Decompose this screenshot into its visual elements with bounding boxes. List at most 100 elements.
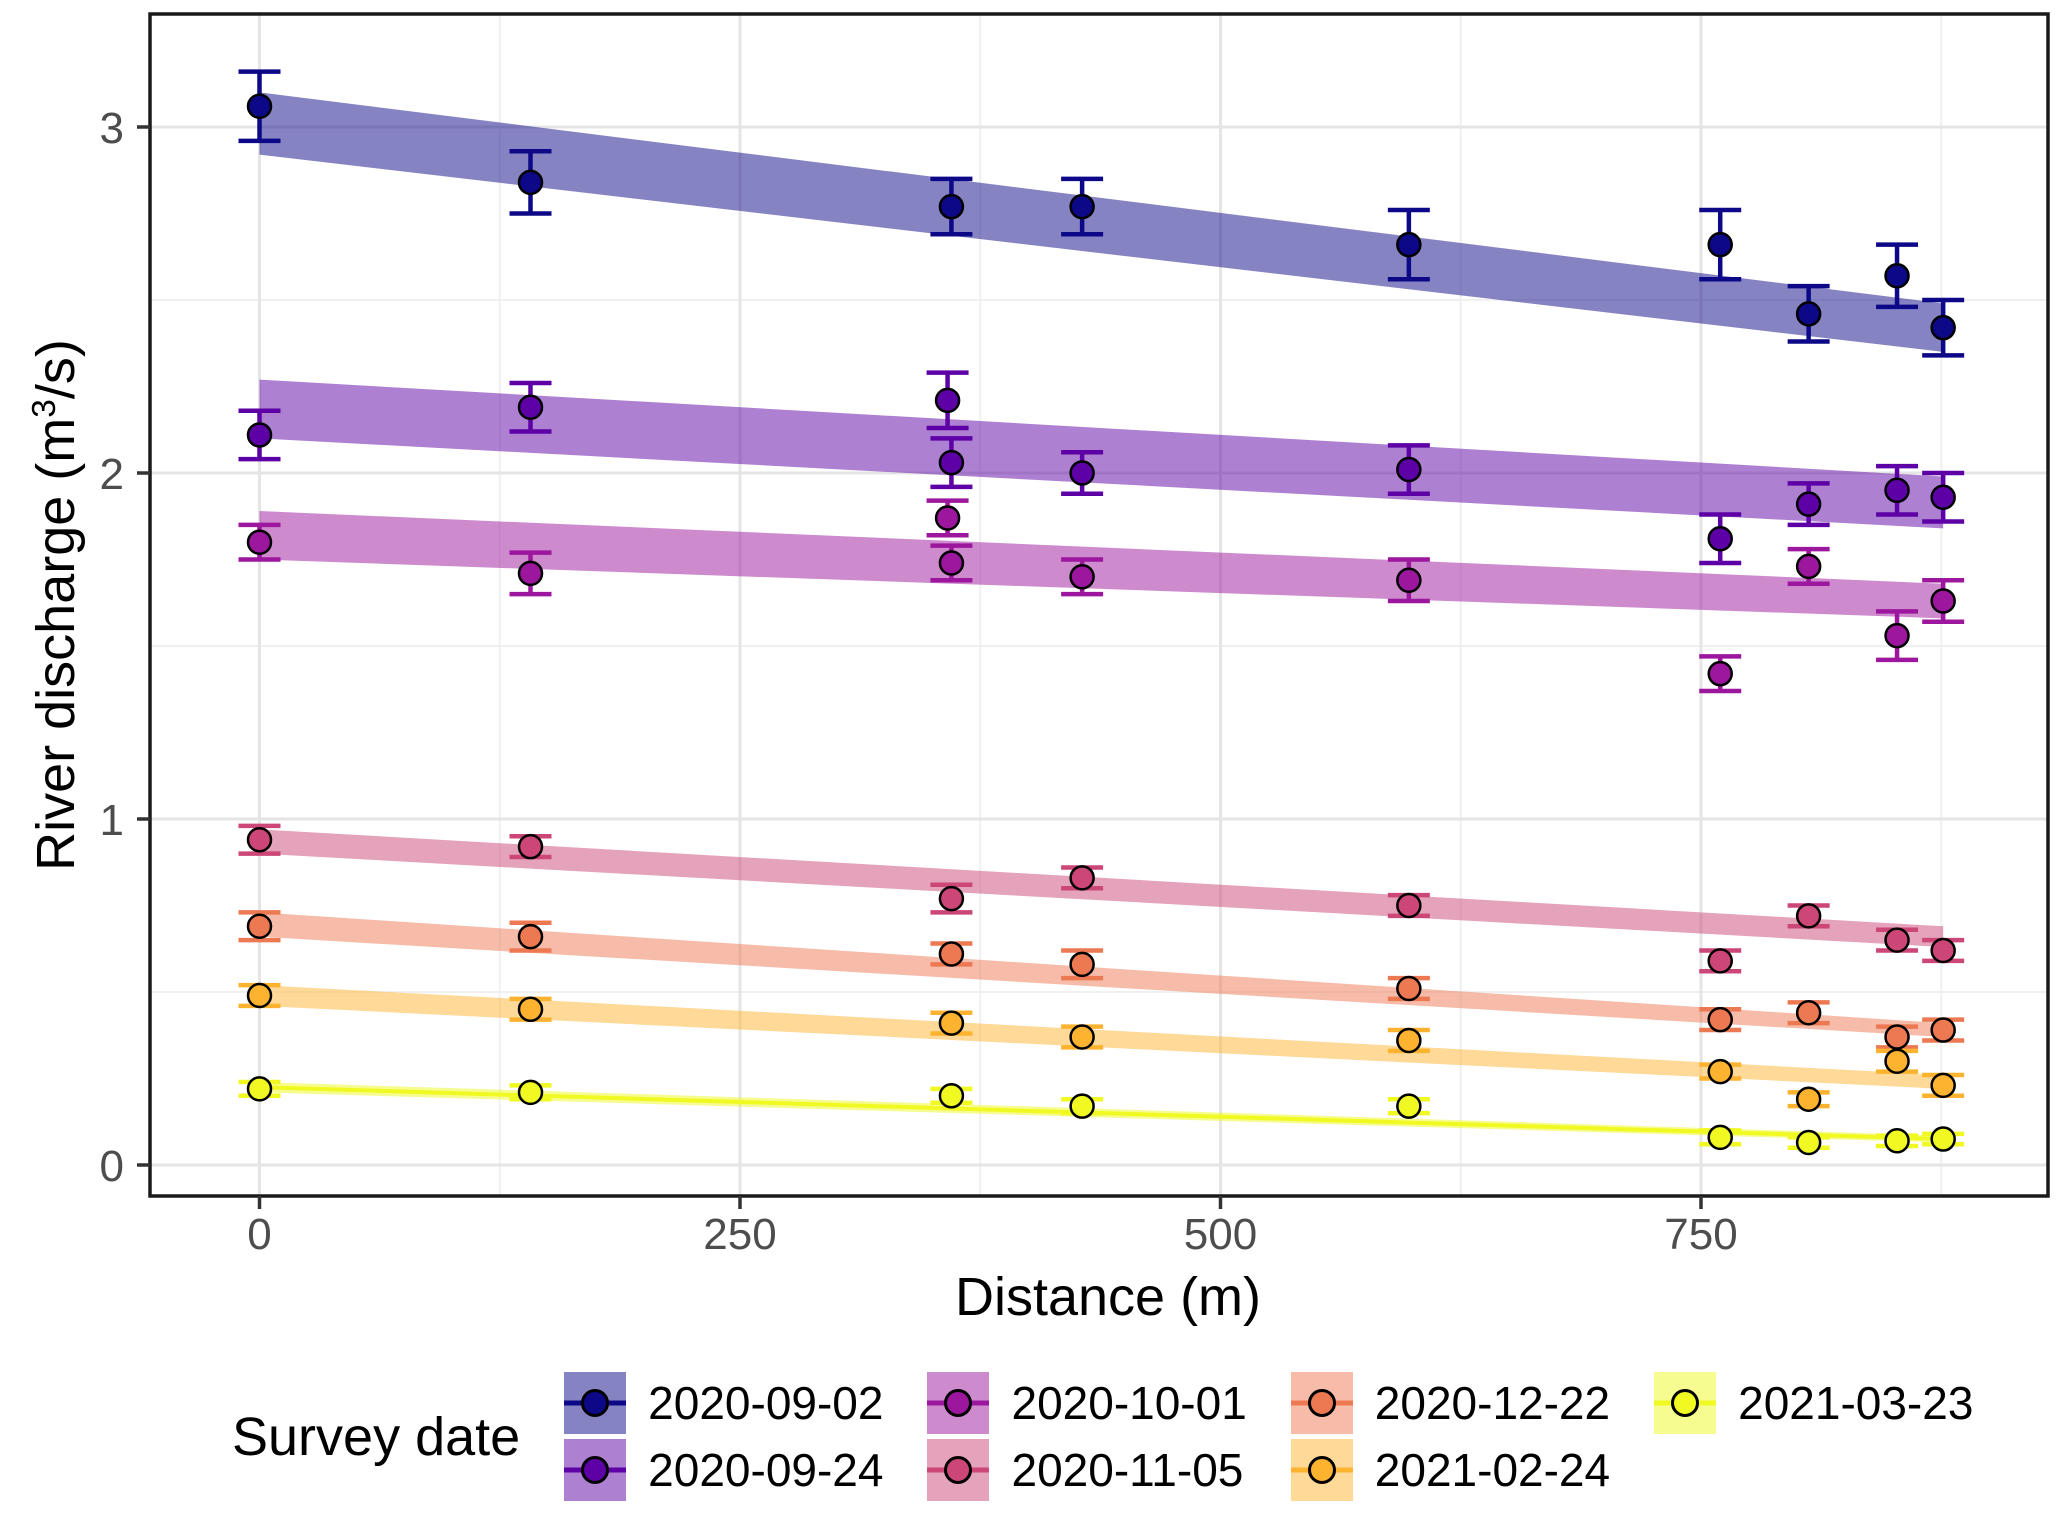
- data-point: [1884, 1128, 1910, 1154]
- y-axis-title: River discharge (m3/s): [25, 339, 87, 871]
- legend-item: 2021-03-23: [1654, 1372, 1973, 1434]
- data-point: [938, 449, 965, 476]
- legend-key-swatch: [1290, 1439, 1353, 1501]
- data-point: [1069, 1093, 1095, 1119]
- data-point: [517, 996, 544, 1023]
- data-point: [1884, 1024, 1910, 1050]
- data-point: [517, 169, 544, 196]
- data-point: [517, 394, 544, 421]
- legend-key-swatch: [927, 1439, 990, 1501]
- legend-key-point: [944, 1389, 973, 1417]
- legend-item: 2021-02-24: [1290, 1439, 1611, 1501]
- confidence-ribbon: [259, 511, 1944, 619]
- y-axis-title-unit: /s): [26, 339, 86, 400]
- plot-panel: 0 250 500 750 0 1 2 3: [100, 12, 2050, 1259]
- y-axis-title-text: River discharge (m: [26, 417, 86, 871]
- data-point: [938, 550, 965, 576]
- y-tick-label: 0: [100, 1142, 124, 1191]
- legend-column: 2020-09-02 2020-09-24: [564, 1372, 883, 1501]
- data-point: [517, 923, 544, 950]
- y-tick-label: 2: [100, 450, 124, 499]
- data-point: [1930, 1017, 1956, 1043]
- data-point: [938, 1010, 965, 1036]
- data-point: [1396, 456, 1422, 483]
- x-tick-label: 0: [247, 1210, 271, 1259]
- data-point: [1930, 314, 1956, 341]
- legend-key-swatch: [1654, 1372, 1717, 1434]
- legend-item: 2020-09-02: [564, 1372, 883, 1434]
- data-point: [1396, 1093, 1422, 1119]
- data-point: [934, 387, 961, 414]
- data-point: [1795, 1129, 1822, 1156]
- legend-label: 2020-09-24: [648, 1444, 884, 1496]
- data-point: [1884, 622, 1910, 649]
- legend-key-point: [1671, 1389, 1700, 1417]
- legend: Survey date 2020-09-02 2020-09-24 2020-10-…: [232, 1372, 1973, 1501]
- data-point: [1396, 567, 1422, 594]
- data-point: [1396, 892, 1422, 919]
- x-tick-label: 500: [1184, 1210, 1257, 1259]
- data-point: [1707, 1058, 1733, 1085]
- data-point: [1069, 564, 1095, 590]
- data-point: [246, 982, 273, 1009]
- data-point: [246, 422, 273, 448]
- data-point: [517, 833, 544, 860]
- data-point: [246, 93, 273, 119]
- data-point: [1884, 477, 1910, 504]
- data-point: [1396, 231, 1422, 258]
- legend-column: 2020-12-22 2021-02-24: [1290, 1372, 1611, 1501]
- data-point: [1930, 937, 1956, 964]
- legend-columns: 2020-09-02 2020-09-24 2020-10-01 2020-11-05…: [564, 1372, 1973, 1501]
- data-point: [938, 885, 965, 912]
- x-tick-label: 250: [703, 1210, 776, 1259]
- data-point: [1795, 553, 1822, 580]
- data-point: [1707, 231, 1733, 258]
- data-point: [1930, 1072, 1956, 1099]
- legend-item: 2020-09-24: [564, 1439, 883, 1501]
- data-point: [517, 560, 544, 587]
- legend-key-point: [1307, 1456, 1336, 1484]
- x-axis-title: Distance (m): [954, 1267, 1262, 1327]
- data-point: [246, 529, 273, 555]
- data-point: [1069, 460, 1095, 486]
- data-point: [1795, 491, 1822, 517]
- data-point: [1795, 301, 1822, 327]
- legend-label: 2020-09-02: [648, 1377, 884, 1429]
- data-point: [934, 505, 961, 531]
- data-point: [938, 193, 965, 220]
- data-point: [938, 941, 965, 967]
- data-point: [1396, 975, 1422, 1002]
- legend-key-point: [1307, 1389, 1336, 1417]
- data-point: [1069, 951, 1095, 978]
- legend-label: 2021-03-23: [1738, 1377, 1974, 1429]
- data-point: [517, 1079, 544, 1106]
- legend-key-swatch: [1290, 1372, 1353, 1434]
- data-point: [1069, 1024, 1095, 1050]
- legend-title: Survey date: [232, 1406, 521, 1467]
- legend-key-swatch: [564, 1372, 627, 1434]
- data-point: [1795, 1000, 1822, 1026]
- data-point: [1707, 1124, 1733, 1151]
- data-point: [1884, 927, 1910, 953]
- legend-label: 2020-12-22: [1374, 1377, 1611, 1429]
- legend-key-point: [581, 1389, 610, 1417]
- legend-item: 2020-10-01: [927, 1372, 1247, 1434]
- data-point: [1930, 484, 1956, 510]
- legend-column: 2021-03-23: [1654, 1372, 1973, 1434]
- legend-column: 2020-10-01 2020-11-05: [927, 1372, 1247, 1501]
- legend-key-swatch: [564, 1439, 627, 1501]
- data-point: [1707, 1006, 1733, 1033]
- data-point: [1069, 865, 1095, 891]
- legend-label: 2020-11-05: [1011, 1444, 1244, 1496]
- data-point: [1930, 588, 1956, 614]
- data-point: [938, 1083, 965, 1109]
- data-point: [246, 827, 273, 853]
- data-point: [1795, 903, 1822, 929]
- data-point: [1707, 525, 1733, 552]
- panel-border: [148, 12, 2050, 1198]
- data-point: [1795, 1086, 1822, 1113]
- legend-label: 2021-02-24: [1374, 1444, 1611, 1496]
- legend-key-swatch: [927, 1372, 990, 1434]
- confidence-ribbon: [259, 985, 1944, 1089]
